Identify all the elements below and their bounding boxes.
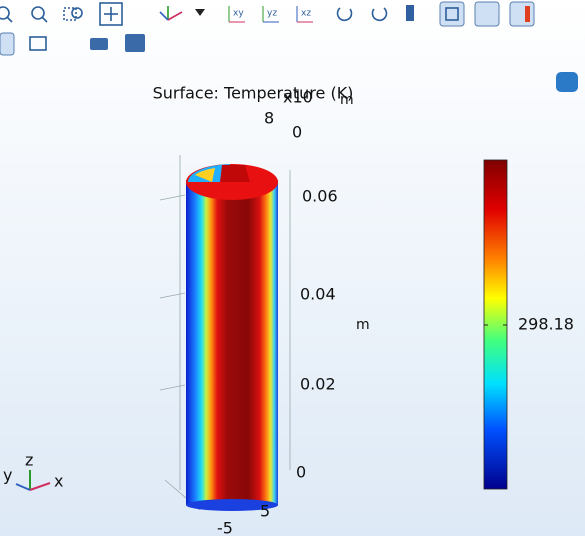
rotate-back-button[interactable] [371, 7, 388, 22]
axis-tick-label: -5 [217, 519, 233, 536]
axis-tick-label: 0.04 [300, 285, 336, 304]
axis-tick-label: 0 [292, 123, 302, 142]
app-icon [556, 72, 578, 92]
zoom-box-button[interactable] [63, 7, 83, 21]
scene-light-button[interactable] [0, 32, 15, 56]
view-label: xy [233, 9, 244, 19]
axis-unit: m [356, 317, 370, 333]
plot-title: Surface: Temperature (K) [153, 84, 354, 103]
grid-button[interactable] [439, 1, 465, 27]
zoom-extents-button[interactable] [99, 2, 123, 26]
image-snapshot-button[interactable] [90, 38, 108, 50]
zoom-in-button[interactable] [0, 6, 13, 23]
xy-view-button[interactable]: xy [228, 6, 245, 23]
view-label: xz [301, 9, 311, 19]
toolbar: xy yz xz [0, 1, 578, 92]
xz-view-button[interactable]: xz [296, 6, 313, 23]
triad-label: y [3, 466, 12, 485]
print-button[interactable] [125, 34, 145, 52]
legend-button[interactable] [509, 1, 535, 27]
yz-view-button[interactable]: yz [262, 6, 279, 23]
rotate-button[interactable] [336, 7, 353, 22]
view-button[interactable] [159, 6, 183, 21]
axis-triad: z y x [3, 451, 63, 491]
triad-label: z [25, 451, 33, 470]
axis-exponent: x10 [283, 88, 313, 107]
dropdown-arrow[interactable] [195, 9, 205, 16]
cylinder-surface [186, 164, 278, 511]
axis-unit: m [340, 92, 354, 108]
axis-tick-label: 5 [260, 502, 270, 521]
axis-tick-label: 8 [264, 109, 274, 128]
axis-tick-label: 0.06 [302, 187, 338, 206]
light-button[interactable] [406, 5, 414, 21]
colorbar-tick-label: 298.18 [518, 315, 574, 334]
triad-label: x [54, 472, 63, 491]
transparency-button[interactable] [29, 36, 47, 51]
axis-tick-label: 0.02 [300, 375, 336, 394]
axis-tick-label: 0 [296, 463, 306, 482]
view-label: yz [267, 9, 277, 19]
axis-button[interactable] [474, 1, 500, 27]
zoom-out-button[interactable] [31, 6, 48, 23]
